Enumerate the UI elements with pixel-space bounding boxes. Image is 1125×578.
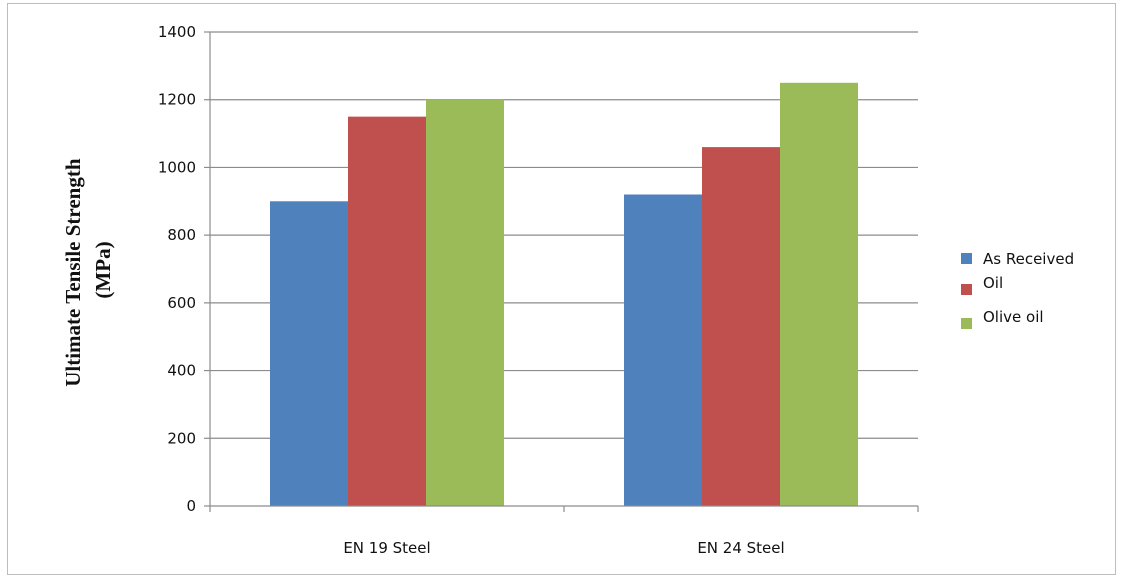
y-tick-label: 600 bbox=[167, 294, 196, 312]
bar-oil-1 bbox=[348, 116, 426, 507]
bar-olive-oil-2 bbox=[780, 82, 858, 507]
y-axis-label: Ultimate Tensile Strength (MPa) bbox=[61, 153, 115, 387]
y-tick-label: 400 bbox=[167, 362, 196, 380]
legend: As Received Oil Olive oil bbox=[961, 250, 1074, 329]
y-tick-label: 0 bbox=[186, 497, 196, 515]
bars bbox=[270, 82, 858, 507]
y-axis-label-line-1: Ultimate Tensile Strength bbox=[61, 158, 85, 387]
legend-swatch-3 bbox=[961, 318, 972, 329]
bar-as-received-1 bbox=[270, 201, 348, 507]
bar-as-received-2 bbox=[624, 194, 702, 506]
y-tick-label: 1400 bbox=[158, 23, 196, 41]
y-tick-label: 800 bbox=[167, 226, 196, 244]
x-category-label: EN 24 Steel bbox=[697, 539, 784, 557]
x-category-labels: EN 19 Steel EN 24 Steel bbox=[343, 539, 784, 557]
bar-olive-oil-1 bbox=[426, 99, 504, 506]
y-tick-label: 1200 bbox=[158, 91, 196, 109]
legend-label-3: Olive oil bbox=[983, 308, 1044, 326]
legend-label-1: As Received bbox=[983, 250, 1074, 268]
chart-frame bbox=[7, 3, 1116, 575]
y-tick-label: 200 bbox=[167, 429, 196, 447]
legend-swatch-2 bbox=[961, 284, 972, 295]
y-axis-label-line-2: (MPa) bbox=[91, 241, 115, 298]
y-tick-label: 1000 bbox=[158, 158, 196, 176]
x-category-label: EN 19 Steel bbox=[343, 539, 430, 557]
axes bbox=[204, 31, 919, 512]
legend-swatch-1 bbox=[961, 253, 972, 264]
bar-oil-2 bbox=[702, 147, 780, 506]
legend-label-2: Oil bbox=[983, 274, 1003, 292]
y-tick-labels: 0 200 400 600 800 1000 1200 1400 bbox=[158, 23, 196, 515]
